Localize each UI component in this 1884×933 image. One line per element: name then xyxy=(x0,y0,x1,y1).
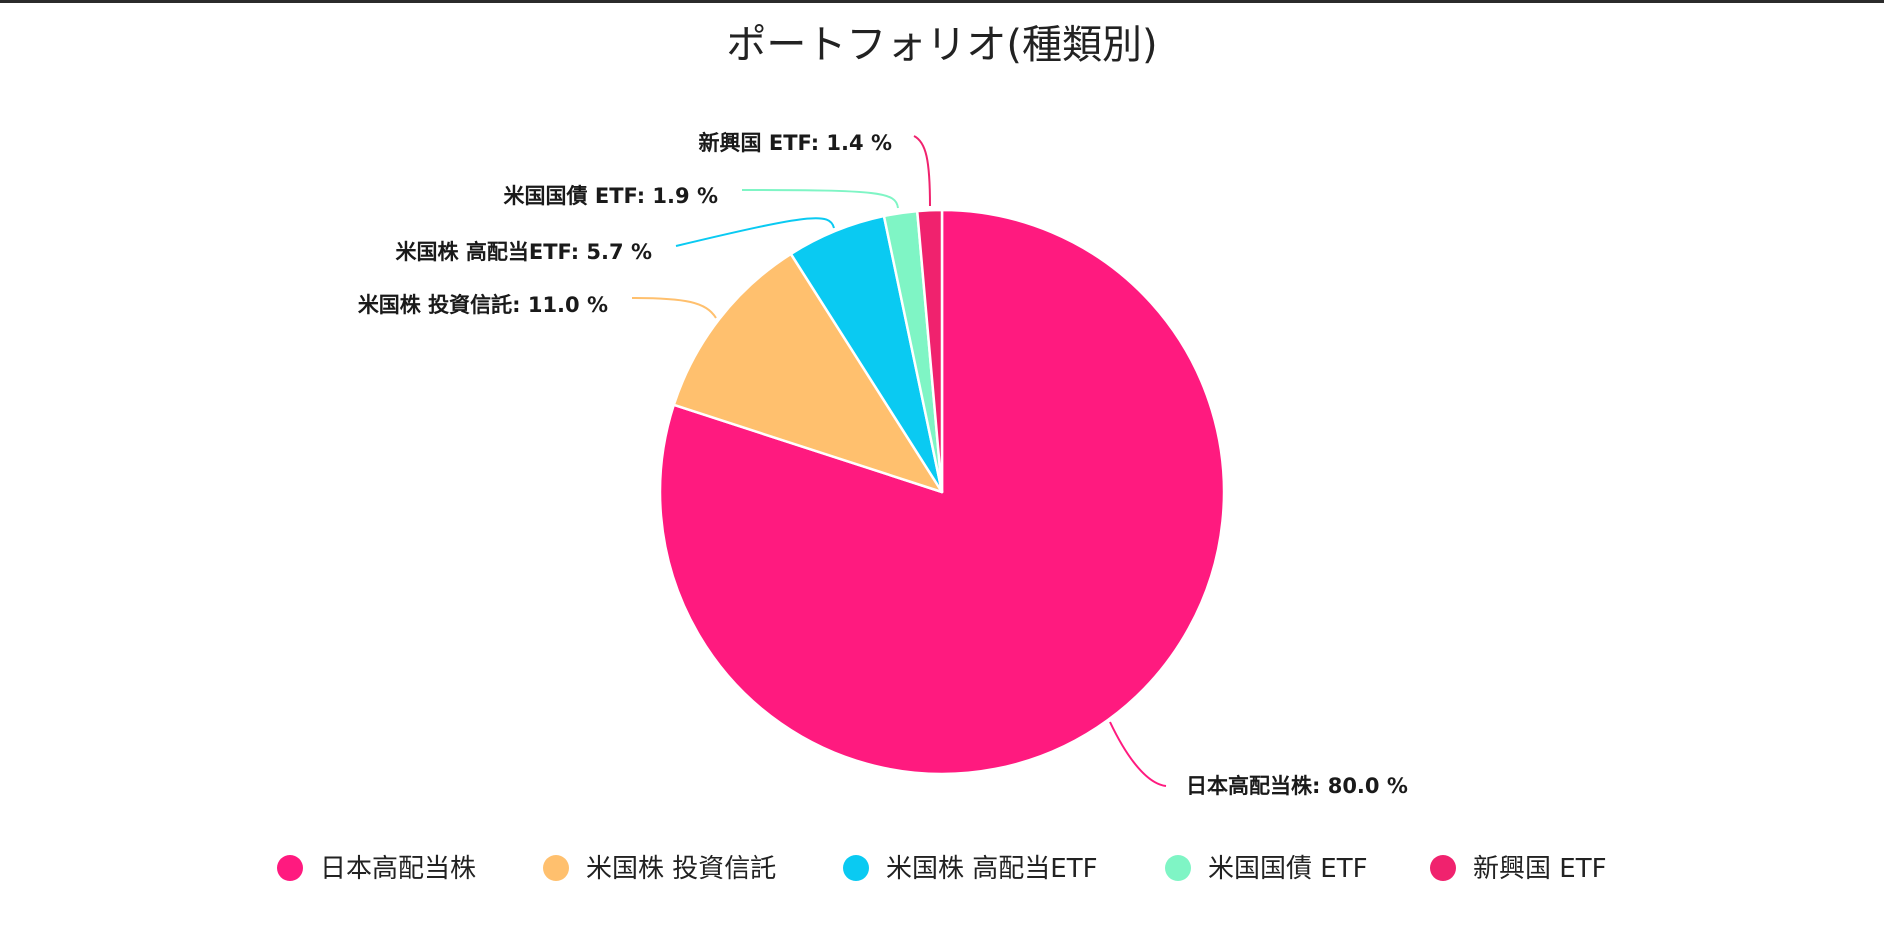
leader-line-4 xyxy=(913,135,931,207)
pie-slice-4 xyxy=(915,208,944,494)
chart-title: ポートフォリオ(種類別) xyxy=(726,22,1157,68)
leader-line-2 xyxy=(675,217,835,247)
top-border xyxy=(0,0,1884,3)
leader-line-0 xyxy=(1109,721,1167,787)
pie-slices xyxy=(658,208,1226,776)
legend: 日本高配当株 米国株 投資信託 米国株 高配当ETF 米国国債 ETF 新興国 ETF xyxy=(277,854,1607,884)
slice-label-3: 米国国債 ETF: 1.9 % xyxy=(504,184,718,208)
legend-marker-4 xyxy=(1430,855,1456,881)
slice-label-0: 日本高配当株: 80.0 % xyxy=(1186,774,1408,798)
leader-line-1 xyxy=(631,297,717,319)
label-leader-lines xyxy=(631,135,1167,787)
legend-label-4: 新興国 ETF xyxy=(1473,854,1607,884)
legend-label-1: 米国株 投資信託 xyxy=(586,854,776,884)
legend-label-2: 米国株 高配当ETF xyxy=(886,854,1098,884)
legend-marker-2 xyxy=(843,855,869,881)
slice-label-4: 新興国 ETF: 1.4 % xyxy=(699,131,892,155)
slice-labels: 日本高配当株: 80.0 % 米国株 投資信託: 11.0 % 米国株 高配当ETF… xyxy=(358,131,1408,798)
leader-line-3 xyxy=(741,189,899,209)
pie-slice-1 xyxy=(672,252,944,494)
legend-label-0: 日本高配当株 xyxy=(320,854,476,884)
legend-marker-3 xyxy=(1165,855,1191,881)
slice-label-1: 米国株 投資信託: 11.0 % xyxy=(358,293,608,317)
legend-marker-0 xyxy=(277,855,303,881)
legend-marker-1 xyxy=(543,855,569,881)
slice-label-2: 米国株 高配当ETF: 5.7 % xyxy=(396,240,652,264)
legend-label-3: 米国国債 ETF xyxy=(1208,854,1368,884)
